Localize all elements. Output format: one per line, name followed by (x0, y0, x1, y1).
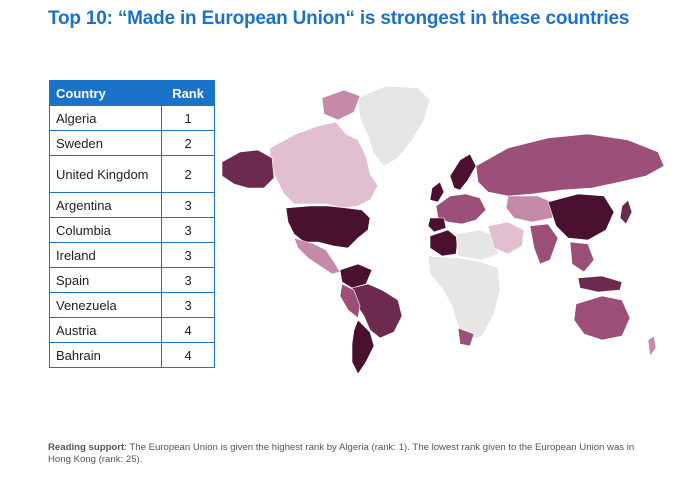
country-cell: Venezuela (48, 292, 163, 318)
table-row: Sweden 2 (48, 130, 215, 156)
table-row: Argentina 3 (48, 192, 215, 218)
chart-title: Top 10: “Made in European Union“ is stro… (48, 8, 630, 29)
australia-region (573, 295, 631, 341)
greenland-region (357, 85, 431, 167)
table-row: United Kingdom 2 (48, 155, 215, 193)
rank-cell: 4 (161, 342, 215, 368)
table-header-row: Country Rank (48, 80, 215, 106)
country-cell: Sweden (48, 130, 163, 156)
rank-cell: 3 (161, 242, 215, 268)
country-cell: Austria (48, 317, 163, 343)
india-region (529, 223, 559, 265)
algeria-region (429, 229, 459, 257)
rank-cell: 1 (161, 105, 215, 131)
canada-region (269, 121, 379, 209)
table-row: Bahrain 4 (48, 342, 215, 368)
scandinavia-region (449, 153, 477, 191)
table-row: Ireland 3 (48, 242, 215, 268)
country-cell: Algeria (48, 105, 163, 131)
rank-cell: 3 (161, 217, 215, 243)
argentina-region (351, 319, 375, 375)
reading-support-note: Reading support: The European Union is g… (48, 442, 648, 466)
rank-column-header: Rank (161, 80, 215, 106)
usa-region (285, 205, 371, 249)
rank-cell: 3 (161, 192, 215, 218)
alaska-region (221, 149, 275, 189)
china-region (547, 193, 615, 241)
south-africa-region (457, 327, 475, 347)
country-cell: Bahrain (48, 342, 163, 368)
country-cell: Spain (48, 267, 163, 293)
rank-cell: 2 (161, 130, 215, 156)
country-cell: United Kingdom (48, 155, 163, 193)
country-cell: Columbia (48, 217, 163, 243)
southeast-asia-region (569, 241, 595, 273)
table-row: Columbia 3 (48, 217, 215, 243)
japan-region (619, 199, 633, 225)
country-column-header: Country (48, 80, 163, 106)
country-cell: Argentina (48, 192, 163, 218)
central-asia-region (505, 195, 557, 223)
uk-ireland-region (429, 181, 445, 203)
ranking-table: Country Rank Algeria 1 Sweden 2 United K… (48, 80, 215, 368)
table-row: Austria 4 (48, 317, 215, 343)
africa-region (427, 255, 501, 341)
new-zealand-region (647, 335, 657, 357)
indonesia-region (577, 275, 623, 293)
table-row: Algeria 1 (48, 105, 215, 131)
middle-east-region (487, 221, 525, 255)
spain-region (427, 217, 447, 233)
mexico-region (293, 237, 341, 275)
peru-region (339, 283, 361, 319)
rank-cell: 3 (161, 292, 215, 318)
reading-support-label: Reading support (48, 442, 125, 453)
rank-cell: 4 (161, 317, 215, 343)
rank-cell: 3 (161, 267, 215, 293)
table-row: Venezuela 3 (48, 292, 215, 318)
north-africa-region (455, 229, 499, 261)
country-cell: Ireland (48, 242, 163, 268)
reading-support-text: : The European Union is given the highes… (48, 442, 635, 465)
rank-cell: 2 (161, 155, 215, 193)
arctic-islands-region (321, 89, 361, 121)
table-row: Spain 3 (48, 267, 215, 293)
venezuela-colombia-region (339, 263, 373, 289)
world-choropleth-map (221, 85, 665, 375)
russia-region (475, 133, 665, 197)
brazil-region (351, 283, 403, 339)
